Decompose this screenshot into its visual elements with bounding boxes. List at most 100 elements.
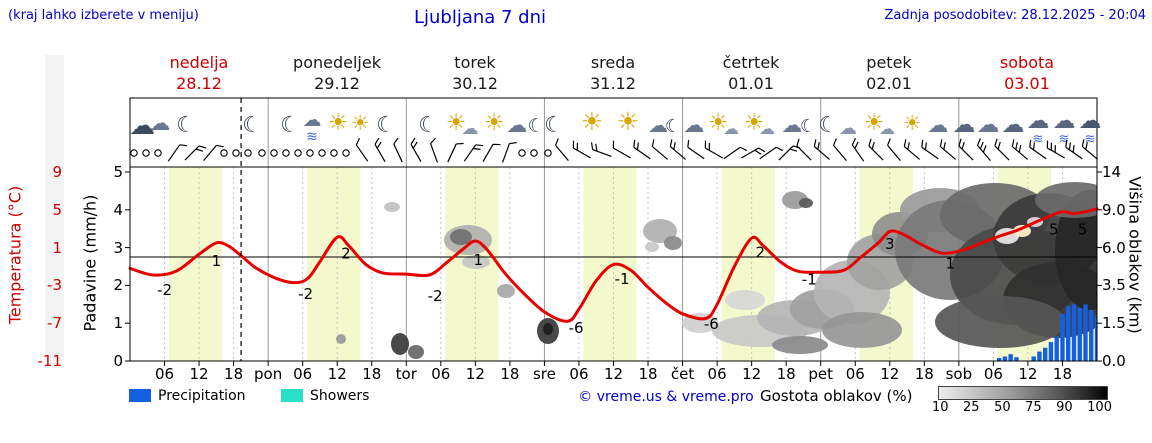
temperature-value-label: -6	[569, 319, 584, 337]
weather-icon: ☁	[759, 119, 775, 138]
weather-icon: ☀	[903, 111, 922, 135]
temperature-curve	[128, 207, 1099, 323]
cloud-tick-label: 1.5	[1102, 314, 1126, 333]
x-tick-hour: 18	[362, 365, 382, 383]
weather-icon: ☀	[328, 110, 349, 136]
showers-swatch	[281, 389, 303, 402]
cloud-density-label: Gostota oblakov (%)	[760, 387, 913, 405]
day-name: nedelja	[169, 53, 229, 72]
wind-barb-icon	[796, 138, 812, 161]
wind-barb-icon	[612, 140, 631, 159]
precip-tick-label: 3	[113, 238, 123, 257]
wind-barb-icon	[555, 138, 569, 162]
weather-icon: ☁	[723, 119, 739, 138]
x-tick-day: pet	[808, 365, 834, 383]
temp-tick-label: 5	[52, 200, 62, 219]
wind-barb-icon	[704, 140, 723, 159]
wind-barb-icon	[203, 144, 224, 162]
precipitation-swatch	[129, 389, 151, 402]
wind-calm-icon	[130, 149, 138, 157]
wind-calm-icon	[282, 149, 290, 157]
wind-barb-icon	[502, 141, 517, 163]
day-name: sobota	[999, 53, 1055, 72]
weather-icon: ☁	[782, 113, 803, 137]
weather-icon: ☾	[544, 113, 564, 138]
credit-link[interactable]: © vreme.us & vreme.pro	[578, 389, 754, 405]
temperature-value-label: -2	[298, 285, 313, 303]
location-hint: (kraj lahko izberete v meniju)	[8, 8, 199, 23]
weather-icon: ≋	[1033, 132, 1044, 147]
density-stop-label: 25	[963, 400, 980, 415]
precip-tick-label: 1	[113, 314, 123, 333]
wind-barb-icon	[977, 138, 991, 162]
weather-icon: ☾	[527, 115, 544, 137]
daylight-band	[306, 167, 361, 361]
weather-icon: ☁	[1002, 112, 1025, 138]
temperature-value-label: 5	[1049, 221, 1059, 239]
day-date: 02.01	[866, 74, 912, 93]
x-tick-hour: 18	[500, 365, 520, 383]
x-tick-day: sre	[532, 365, 556, 383]
x-tick-day: pon	[254, 365, 283, 383]
wind-row	[130, 137, 1099, 163]
wind-barb-icon	[1065, 139, 1083, 160]
temp-tick-label: 1	[52, 238, 62, 257]
wind-barb-icon	[903, 139, 921, 160]
weather-icon: ☀	[708, 110, 729, 136]
x-tick-day: čet	[670, 365, 695, 383]
x-tick-hour: 18	[638, 365, 658, 383]
day-header-sobota: sobota 03.01	[958, 52, 1096, 94]
weather-icons-row: ☁☁ ☾ ☾ ☾ ☁≋☀ ☀ ☾ ☾ ☀☁ ☀ ☁ ☾ ☾ ☀ ☀ ☁☾ ☁ ☀☁ ☀☁ ☁☾ ☾ ☁ ☀☁ ☀ ☁ ☁ ☁ ☁ ☁≋☁…	[129, 107, 1102, 147]
wind-calm-icon	[232, 149, 240, 157]
wind-barb-icon	[851, 137, 865, 162]
precipitation-bars	[996, 304, 1097, 361]
x-tick-hour: 18	[914, 365, 934, 383]
x-tick-day: tor	[395, 365, 417, 383]
weather-icon: ☁	[507, 113, 528, 137]
weather-icon: ☀	[351, 111, 370, 135]
weather-icon: ☁	[879, 119, 895, 138]
wind-barb-icon	[374, 137, 386, 162]
x-tick-hour: 18	[224, 365, 244, 383]
temp-tick-label: 9	[52, 163, 62, 181]
wind-calm-icon	[318, 149, 326, 157]
wind-barb-icon	[590, 142, 612, 157]
temperature-value-label: 3	[885, 235, 895, 253]
temperature-scale-strip	[45, 55, 64, 361]
x-tick-hour: 06	[154, 365, 175, 383]
day-name: četrtek	[722, 53, 780, 72]
temperature-value-label: -1	[615, 270, 630, 288]
wind-barb-icon	[463, 144, 484, 162]
precipitation-legend-label: Precipitation	[158, 388, 246, 404]
wind-barb-icon	[833, 138, 847, 162]
precip-tick-label: 5	[113, 163, 123, 181]
precip-tick-label: 0	[113, 352, 123, 370]
density-stop-label: 75	[1025, 400, 1042, 415]
cloud-density-gradient-bar	[938, 386, 1108, 400]
day-name: petek	[866, 53, 912, 72]
weather-icon: ☾	[176, 113, 196, 138]
cloud-tick-label: 0.0	[1102, 352, 1126, 370]
day-header-sreda: sreda 31.12	[544, 52, 682, 94]
wind-barb-icon	[1081, 139, 1099, 160]
wind-calm-icon	[544, 149, 552, 157]
density-stop-label: 10	[932, 400, 949, 415]
x-tick-hour: 06	[431, 365, 451, 383]
weather-icon: ☀	[484, 110, 505, 136]
wind-barb-icon	[355, 137, 369, 162]
cloud-tick-label: 6.0	[1102, 238, 1126, 257]
weather-icon: ☀	[446, 110, 467, 136]
density-stop-label: 100	[1087, 400, 1112, 415]
weather-icon: ≋	[1059, 132, 1070, 147]
day-name: sreda	[590, 53, 636, 72]
weather-icon: ☾	[280, 113, 300, 138]
day-date: 30.12	[452, 74, 498, 93]
temperature-value-label: -2	[428, 287, 443, 305]
temperature-value-label: 5	[1078, 221, 1088, 239]
weather-icon: ☁	[462, 119, 479, 139]
weather-icon: ☁	[648, 113, 668, 137]
wind-calm-icon	[142, 149, 150, 157]
weather-icon: ☁	[684, 113, 705, 137]
